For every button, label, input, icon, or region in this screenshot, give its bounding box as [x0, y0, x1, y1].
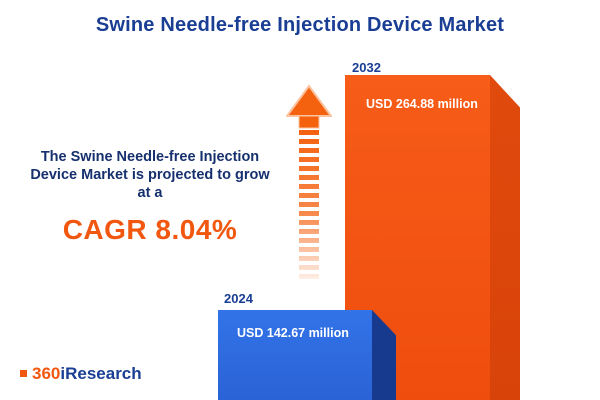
bar-2024-category-label: 2024: [224, 291, 253, 306]
logo-text-360: 360: [32, 364, 61, 383]
growth-annotation-line2: Device Market is projected to grow: [30, 167, 270, 184]
up-arrow-dashed-tail: [299, 130, 319, 282]
growth-annotation-line3: at a: [137, 185, 163, 202]
growth-annotation-line1: The Swine Needle-free Injection: [40, 149, 260, 165]
logo-square-icon: [20, 370, 27, 377]
logo-text-iresearch: iResearch: [60, 364, 142, 383]
brand-logo: 360 iResearch: [20, 364, 142, 384]
growth-annotation: The Swine Needle-free Injection Device M…: [18, 148, 282, 246]
page-title: Swine Needle-free Injection Device Marke…: [95, 14, 505, 36]
bar-2032-side-face: [490, 75, 520, 400]
bar-2024: [218, 310, 372, 400]
cagr-value: CAGR 8.04%: [62, 214, 238, 246]
up-arrow-head: [286, 84, 332, 129]
bar-2032-category-label: 2032: [352, 60, 381, 75]
bar-2024-front-face: [218, 310, 372, 400]
up-arrow-icon: [286, 84, 332, 282]
bar-2032-value-label: USD 264.88 million: [366, 97, 478, 111]
bar-2024-value-label: USD 142.67 million: [237, 326, 349, 340]
